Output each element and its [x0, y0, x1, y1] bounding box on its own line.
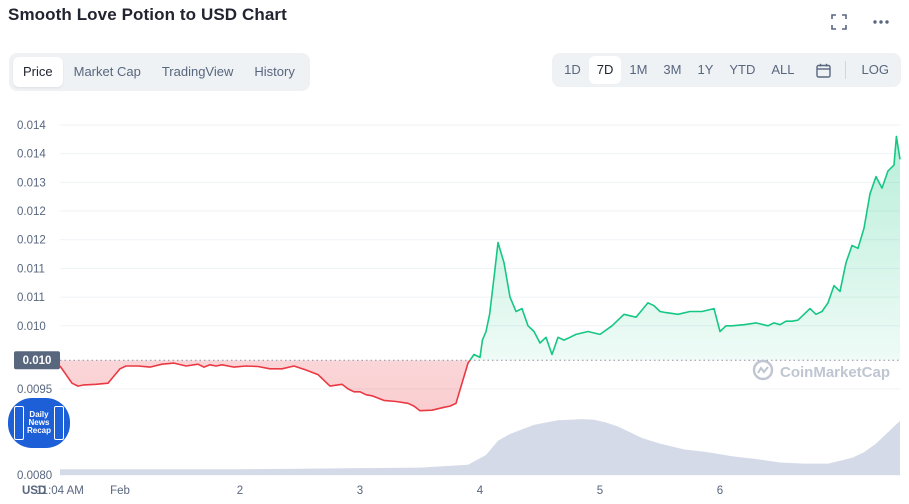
time-range-selector: 1D 7D 1M 3M 1Y YTD ALL LOG [552, 53, 901, 87]
film-strip-icon [13, 406, 24, 440]
price-line-up [469, 135, 901, 361]
range-7d[interactable]: 7D [588, 56, 622, 84]
badge-line-3: Recap [26, 426, 51, 435]
top-actions [829, 12, 891, 32]
calendar-icon[interactable] [811, 56, 837, 84]
watermark-text: CoinMarketCap [780, 363, 891, 381]
y-tick-label: 0.014 [17, 120, 46, 132]
y-tick-label: 0.013 [17, 177, 46, 189]
range-1y[interactable]: 1Y [697, 62, 714, 77]
tab-price[interactable]: Price [13, 57, 63, 87]
range-all[interactable]: ALL [771, 62, 795, 77]
log-scale-toggle[interactable]: LOG [861, 62, 889, 77]
y-tick-label: 0.012 [17, 235, 46, 247]
price-area-down [60, 360, 900, 411]
badge-line-2: News [28, 418, 50, 427]
y-tick-label: 0.011 [17, 263, 45, 275]
baseline-tag [14, 351, 60, 370]
range-3m[interactable]: 3M [663, 62, 682, 77]
page-title: Smooth Love Potion to USD Chart [8, 5, 287, 24]
chart-view-tabs: Price Market Cap TradingView History [9, 53, 310, 91]
coinmarketcap-logo-icon [752, 359, 774, 385]
more-icon[interactable] [871, 12, 891, 32]
baseline-label: 0.010 [23, 355, 52, 367]
range-1m[interactable]: 1M [629, 62, 648, 77]
y-tick-label: 0.011 [17, 292, 45, 304]
tab-tradingview[interactable]: TradingView [161, 64, 234, 79]
film-strip-icon [54, 406, 64, 440]
x-tick-label: Feb [110, 485, 130, 497]
range-1d[interactable]: 1D [564, 62, 581, 77]
badge-line-1: Daily [29, 410, 49, 419]
tab-history[interactable]: History [254, 64, 295, 79]
x-tick-label: 5 [597, 485, 603, 497]
range-divider [844, 61, 846, 79]
fullscreen-icon[interactable] [829, 12, 849, 32]
x-tick-label: 4 [477, 485, 484, 497]
x-tick-label: 11:04 AM [36, 485, 84, 497]
y-tick-label: 0.0080 [17, 470, 52, 482]
x-tick-label: 3 [357, 485, 363, 497]
volume-area [60, 419, 900, 475]
price-line-down [59, 360, 471, 412]
daily-news-recap-badge[interactable]: Daily News Recap [8, 398, 70, 448]
y-tick-label: 0.010 [17, 321, 46, 333]
range-ytd[interactable]: YTD [729, 62, 756, 77]
watermark: CoinMarketCap [752, 359, 890, 385]
tab-market-cap[interactable]: Market Cap [73, 64, 141, 79]
currency-label: USD [22, 485, 46, 497]
y-tick-label: 0.014 [17, 149, 46, 161]
x-tick-label: 6 [717, 485, 723, 497]
y-tick-label: 0.0095 [17, 384, 52, 396]
x-tick-label: 2 [237, 485, 243, 497]
price-area-up [470, 136, 900, 361]
y-tick-label: 0.012 [17, 206, 46, 218]
